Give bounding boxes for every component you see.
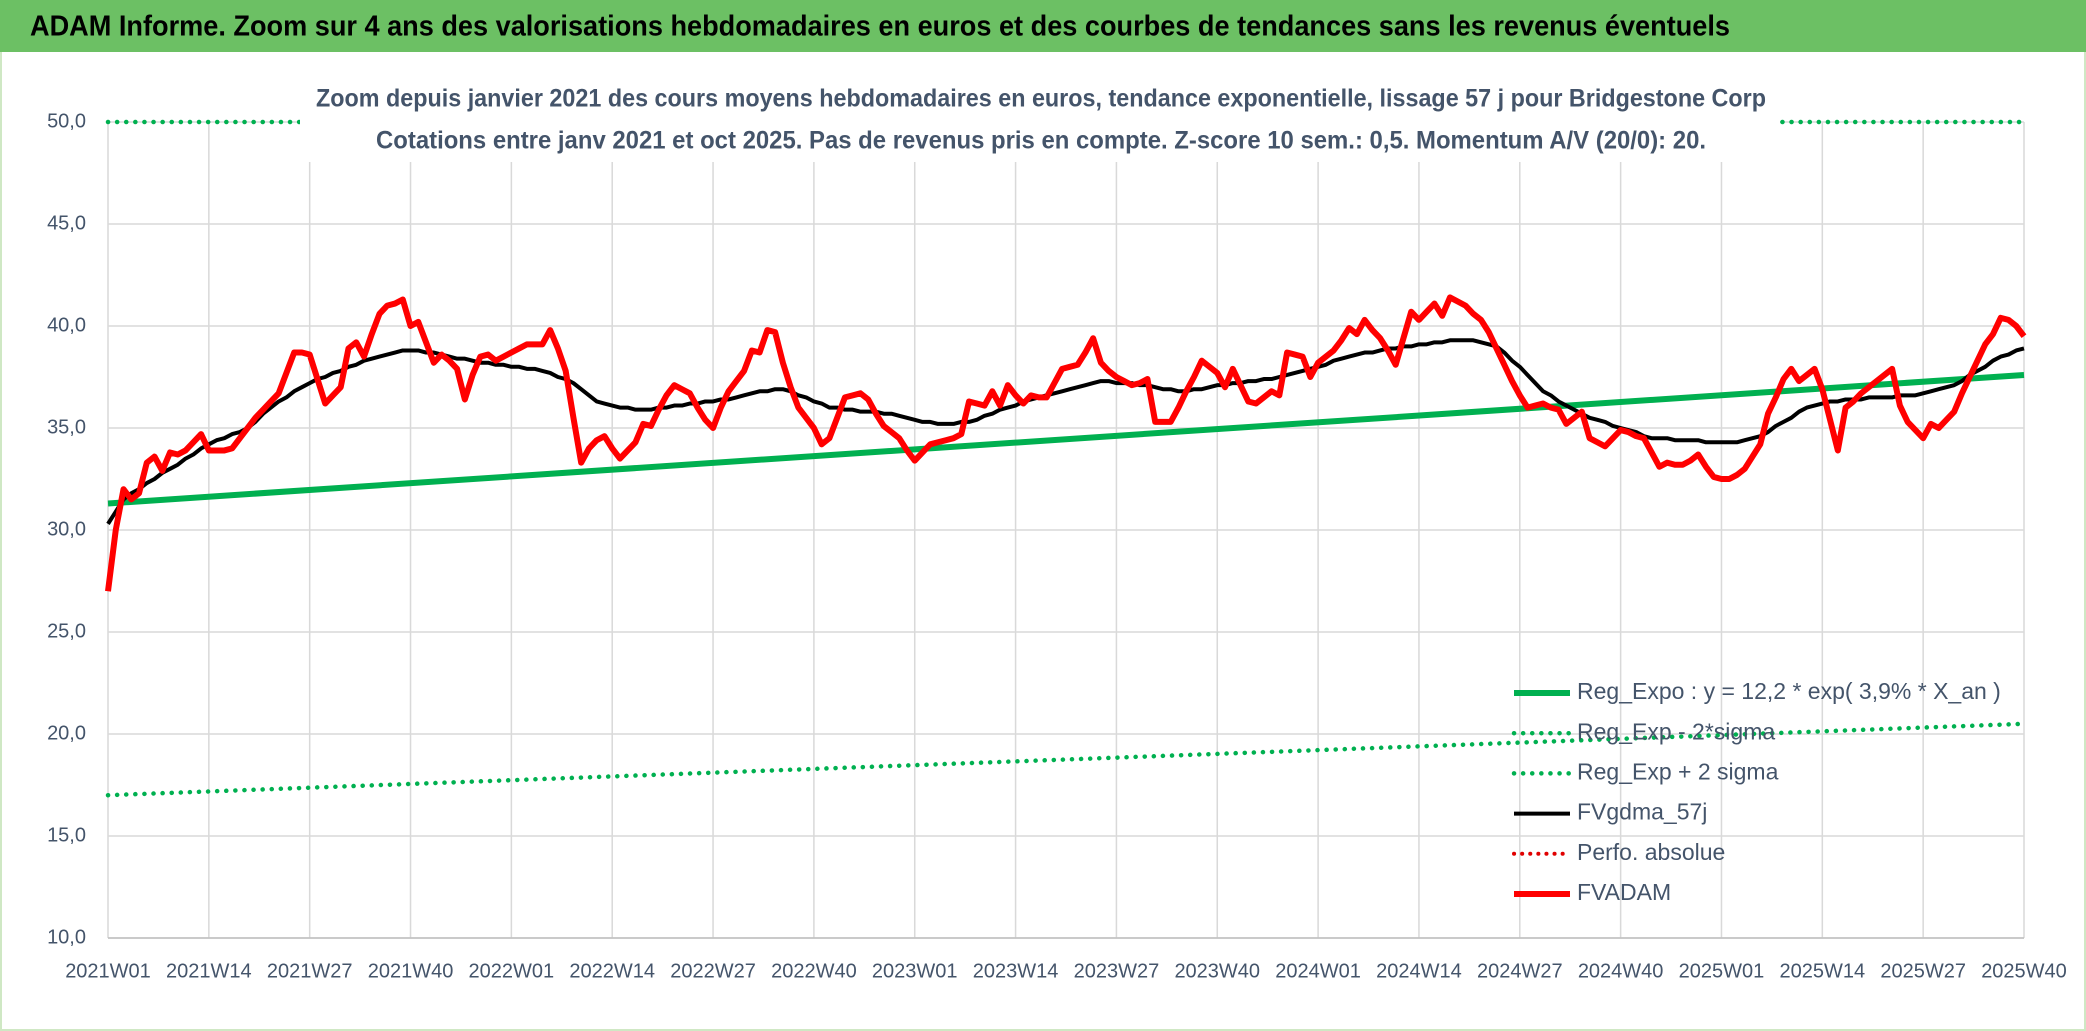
x-tick-label: 2022W27: [670, 960, 756, 982]
grid: [107, 121, 2025, 939]
x-tick-label: 2025W14: [1780, 960, 1866, 982]
x-tick-label: 2022W01: [469, 960, 555, 982]
y-tick-label: 50,0: [47, 110, 86, 132]
x-tick-label: 2023W40: [1174, 960, 1260, 982]
x-tick-label: 2021W01: [65, 960, 151, 982]
y-tick-label: 15,0: [47, 824, 86, 846]
x-tick-label: 2023W01: [872, 960, 958, 982]
legend-label: FVgdma_57j: [1577, 799, 1707, 825]
y-tick-label: 10,0: [47, 926, 86, 948]
x-tick-label: 2024W01: [1275, 960, 1361, 982]
y-tick-label: 20,0: [47, 722, 86, 744]
series-line: [105, 294, 2027, 592]
x-tick-label: 2023W27: [1074, 960, 1160, 982]
y-tick-label: 25,0: [47, 620, 86, 642]
x-tick-label: 2024W40: [1578, 960, 1664, 982]
legend: Reg_Expo : y = 12,2 * exp( 3,9% * X_an )…: [1511, 678, 2001, 905]
x-tick-label: 2022W40: [771, 960, 857, 982]
header-bar: [0, 0, 2086, 52]
legend-label: Reg_Exp - 2*sigma: [1577, 718, 1775, 744]
title-box: [300, 78, 1780, 162]
legend-label: Perfo. absolue: [1577, 839, 1725, 865]
x-tick-label: 2024W14: [1376, 960, 1462, 982]
header-title: ADAM Informe. Zoom sur 4 ans des valoris…: [30, 11, 1730, 43]
x-tick-label: 2021W40: [368, 960, 454, 982]
chart-title: Zoom depuis janvier 2021 des cours moyen…: [316, 85, 1766, 113]
legend-label: FVADAM: [1577, 879, 1671, 905]
trend-line: [107, 371, 2025, 507]
x-tick-label: 2025W27: [1880, 960, 1966, 982]
trend-line: [105, 721, 2027, 798]
x-tick-label: 2025W40: [1981, 960, 2067, 982]
x-tick-label: 2025W01: [1679, 960, 1765, 982]
y-tick-label: 40,0: [47, 314, 86, 336]
y-tick-label: 35,0: [47, 416, 86, 438]
chart-subtitle: Cotations entre janv 2021 et oct 2025. P…: [376, 127, 1706, 155]
x-tick-label: 2021W27: [267, 960, 353, 982]
legend-label: Reg_Exp + 2 sigma: [1577, 758, 1779, 784]
x-tick-label: 2024W27: [1477, 960, 1563, 982]
legend-label: Reg_Expo : y = 12,2 * exp( 3,9% * X_an ): [1577, 678, 2001, 704]
x-tick-label: 2023W14: [973, 960, 1059, 982]
x-tick-label: 2022W14: [569, 960, 655, 982]
x-tick-label: 2021W14: [166, 960, 252, 982]
y-tick-label: 45,0: [47, 212, 86, 234]
y-tick-label: 30,0: [47, 518, 86, 540]
axes: 10,0 15,0 20,0 25,0 30,0 35,0 40,0 45,0 50,0 2021…: [47, 110, 2067, 982]
